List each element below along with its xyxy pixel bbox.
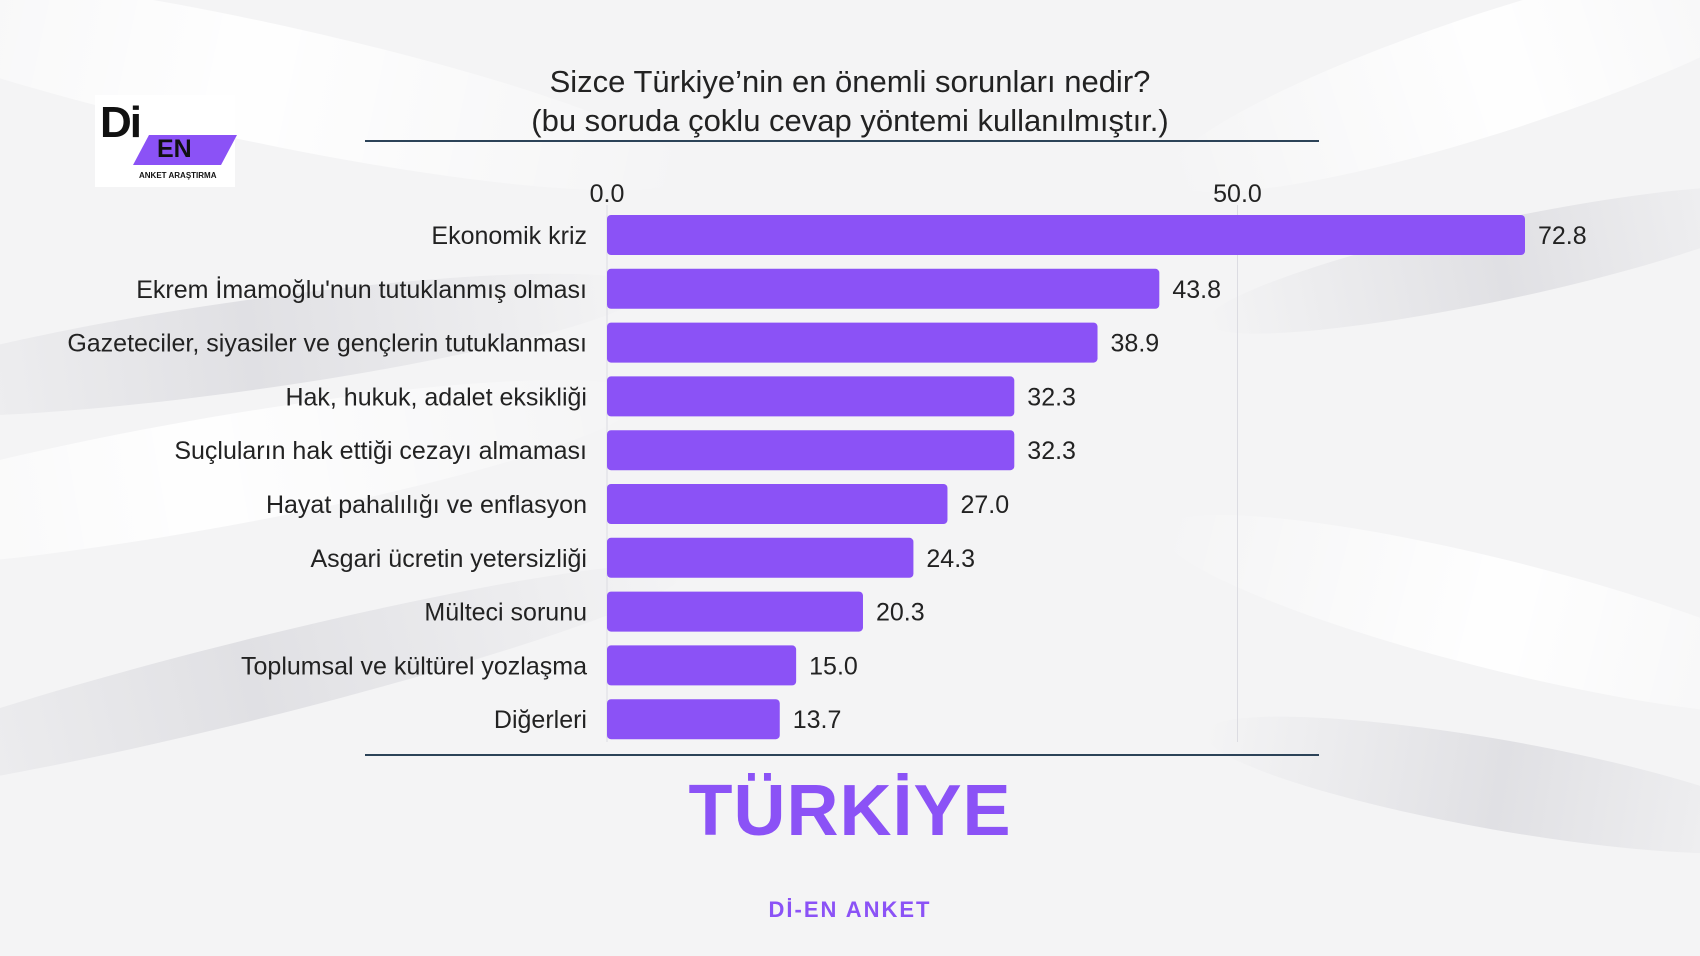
- bottom-rule: [365, 754, 1319, 756]
- category-label: Hayat pahalılığı ve enflasyon: [266, 491, 587, 519]
- x-tick-label: 50.0: [1213, 180, 1262, 208]
- bar: [607, 268, 1160, 309]
- value-label: 27.0: [960, 491, 1009, 519]
- value-label: 13.7: [793, 706, 842, 734]
- bar: [607, 322, 1098, 363]
- value-label: 32.3: [1027, 383, 1076, 411]
- value-label: 15.0: [809, 652, 858, 680]
- bar: [607, 591, 863, 632]
- logo-en-text: EN: [157, 135, 192, 163]
- value-label: 43.8: [1172, 276, 1221, 304]
- value-label: 24.3: [926, 545, 975, 573]
- logo-tagline: ANKET ARAŞTIRMA: [139, 171, 217, 180]
- category-label: Mülteci sorunu: [424, 599, 587, 627]
- logo-di-text: Di: [100, 98, 142, 147]
- category-label: Hak, hukuk, adalet eksikliği: [285, 383, 587, 411]
- bar: [607, 645, 797, 686]
- bar: [607, 699, 780, 740]
- value-label: 32.3: [1027, 437, 1076, 465]
- category-label: Suçluların hak ettiği cezayı almaması: [174, 437, 587, 465]
- value-label: 20.3: [876, 599, 925, 627]
- category-label: Ekrem İmamoğlu'nun tutuklanmış olması: [136, 275, 587, 304]
- bar: [607, 430, 1015, 471]
- value-label: 72.8: [1538, 222, 1587, 250]
- brand-logo: Di EN ANKET ARAŞTIRMA: [95, 95, 237, 187]
- x-tick-label: 0.0: [590, 180, 625, 208]
- bar: [607, 376, 1015, 417]
- category-label: Gazeteciler, siyasiler ve gençlerin tutu…: [67, 330, 587, 358]
- bar: [607, 537, 914, 578]
- value-label: 38.9: [1111, 330, 1160, 358]
- chart-subtitle: (bu soruda çoklu cevap yöntemi kullanılm…: [531, 103, 1169, 138]
- category-label: Toplumsal ve kültürel yozlaşma: [241, 652, 587, 680]
- bar: [607, 215, 1525, 255]
- chart-title: Sizce Türkiye’nin en önemli sorunları ne…: [549, 64, 1151, 99]
- footer-brand: Dİ-EN ANKET: [768, 897, 932, 922]
- category-label: Ekonomik kriz: [431, 222, 587, 250]
- category-label: Asgari ücretin yetersizliği: [311, 545, 588, 573]
- region-heading: TÜRKİYE: [688, 771, 1012, 851]
- category-label: Diğerleri: [494, 706, 587, 734]
- bar: [607, 484, 948, 524]
- title-rule: [365, 140, 1319, 142]
